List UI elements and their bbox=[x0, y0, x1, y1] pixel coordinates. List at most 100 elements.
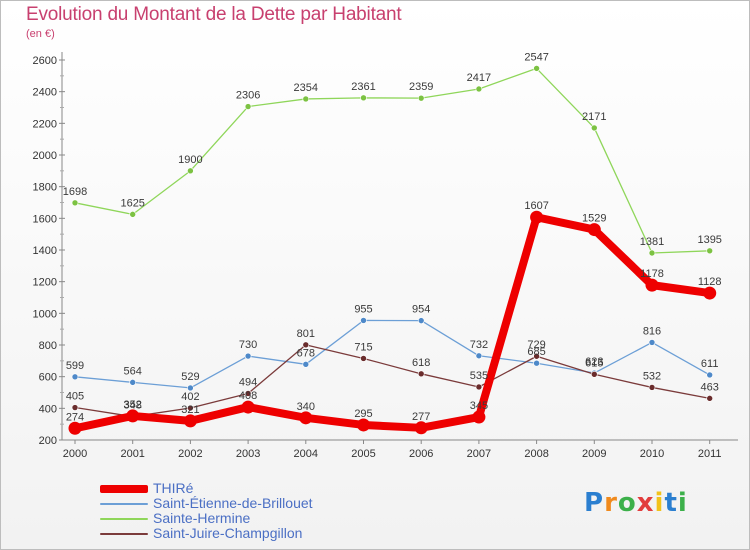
y-tick-label: 1800 bbox=[33, 182, 57, 194]
x-tick-label: 2008 bbox=[524, 448, 548, 460]
data-point bbox=[71, 373, 79, 381]
data-label: 2306 bbox=[236, 90, 260, 102]
data-label: 463 bbox=[701, 381, 719, 393]
data-label: 732 bbox=[470, 339, 488, 351]
series-line bbox=[74, 67, 711, 254]
data-point bbox=[645, 278, 659, 292]
x-tick-label: 2000 bbox=[63, 448, 87, 460]
legend-swatch bbox=[100, 518, 148, 520]
data-point bbox=[414, 421, 428, 435]
legend-swatch bbox=[100, 485, 148, 493]
data-point bbox=[706, 247, 714, 255]
data-point bbox=[187, 384, 194, 392]
data-label: 801 bbox=[297, 328, 315, 340]
y-tick-label: 1400 bbox=[33, 245, 57, 257]
data-point bbox=[590, 124, 598, 132]
data-point bbox=[417, 317, 425, 324]
x-tick-label: 2002 bbox=[178, 448, 202, 460]
data-label: 535 bbox=[470, 370, 488, 382]
proxiti-logo: Proxiti bbox=[584, 488, 688, 518]
data-label: 618 bbox=[412, 357, 430, 369]
series-line bbox=[74, 344, 711, 418]
legend-label: Saint-Juire-Champgillon bbox=[153, 525, 303, 541]
data-label: 2171 bbox=[582, 111, 606, 123]
data-label: 321 bbox=[181, 404, 199, 416]
data-label: 295 bbox=[354, 408, 372, 420]
y-tick-label: 200 bbox=[39, 435, 57, 447]
data-label: 1529 bbox=[582, 213, 606, 225]
data-point bbox=[241, 400, 255, 414]
data-point bbox=[357, 418, 370, 432]
data-point bbox=[187, 167, 194, 175]
y-tick-label: 2600 bbox=[33, 55, 57, 67]
data-label: 1698 bbox=[63, 186, 87, 198]
x-tick-label: 2011 bbox=[698, 448, 722, 460]
data-point bbox=[475, 85, 483, 93]
data-label: 2547 bbox=[524, 51, 548, 63]
data-point bbox=[703, 286, 717, 300]
data-label: 955 bbox=[354, 303, 372, 315]
data-point bbox=[472, 410, 486, 424]
data-label: 1381 bbox=[640, 236, 664, 248]
y-tick-label: 2400 bbox=[33, 87, 57, 99]
y-tick-label: 1600 bbox=[33, 213, 57, 225]
data-point bbox=[71, 199, 79, 207]
legend-swatch bbox=[100, 533, 148, 535]
data-label: 277 bbox=[412, 411, 430, 423]
series-line bbox=[74, 319, 711, 389]
data-point bbox=[129, 211, 136, 218]
x-tick-label: 2007 bbox=[467, 448, 491, 460]
data-point bbox=[71, 404, 79, 411]
data-label: 729 bbox=[527, 339, 545, 351]
data-label: 274 bbox=[66, 411, 84, 423]
data-label: 408 bbox=[239, 390, 257, 402]
data-label: 1607 bbox=[524, 200, 548, 212]
data-point bbox=[360, 317, 367, 324]
data-label: 678 bbox=[297, 347, 315, 359]
chart-unit: (en €) bbox=[26, 28, 55, 40]
data-point bbox=[126, 409, 140, 423]
data-label: 599 bbox=[66, 360, 84, 372]
data-point bbox=[360, 355, 367, 362]
data-point bbox=[302, 361, 310, 368]
data-point bbox=[590, 370, 598, 378]
data-point bbox=[68, 421, 82, 435]
y-tick-label: 2000 bbox=[33, 150, 57, 162]
legend-label: Sainte-Hermine bbox=[153, 510, 251, 526]
y-tick-label: 2200 bbox=[33, 118, 57, 130]
data-point bbox=[533, 359, 540, 367]
data-label: 954 bbox=[412, 304, 430, 316]
x-tick-label: 2006 bbox=[409, 448, 433, 460]
data-point bbox=[475, 383, 483, 391]
data-label: 2354 bbox=[294, 82, 318, 94]
data-label: 685 bbox=[527, 346, 545, 358]
data-label: 623 bbox=[585, 356, 603, 368]
data-label: 615 bbox=[585, 357, 603, 369]
data-point bbox=[587, 223, 601, 237]
data-point bbox=[417, 94, 425, 102]
data-label: 348 bbox=[124, 400, 142, 412]
data-label: 816 bbox=[643, 325, 661, 337]
x-tick-label: 2003 bbox=[236, 448, 260, 460]
data-label: 730 bbox=[239, 339, 257, 351]
data-label: 529 bbox=[181, 371, 199, 383]
data-label: 532 bbox=[643, 370, 661, 382]
data-point bbox=[533, 352, 540, 360]
x-tick-label: 2001 bbox=[120, 448, 144, 460]
data-point bbox=[417, 370, 425, 378]
data-label: 1395 bbox=[697, 234, 721, 246]
data-point bbox=[244, 103, 252, 110]
data-point bbox=[244, 352, 252, 360]
data-point bbox=[706, 395, 714, 402]
y-tick-label: 1200 bbox=[33, 277, 57, 289]
x-tick-label: 2010 bbox=[640, 448, 664, 460]
data-label: 405 bbox=[66, 391, 84, 403]
data-point bbox=[648, 339, 656, 346]
data-label: 1128 bbox=[698, 276, 722, 288]
data-point bbox=[299, 411, 313, 425]
data-label: 611 bbox=[701, 358, 719, 370]
data-point bbox=[183, 414, 197, 428]
legend-swatch bbox=[100, 503, 148, 505]
chart-title: Evolution du Montant de la Dette par Hab… bbox=[26, 4, 402, 25]
